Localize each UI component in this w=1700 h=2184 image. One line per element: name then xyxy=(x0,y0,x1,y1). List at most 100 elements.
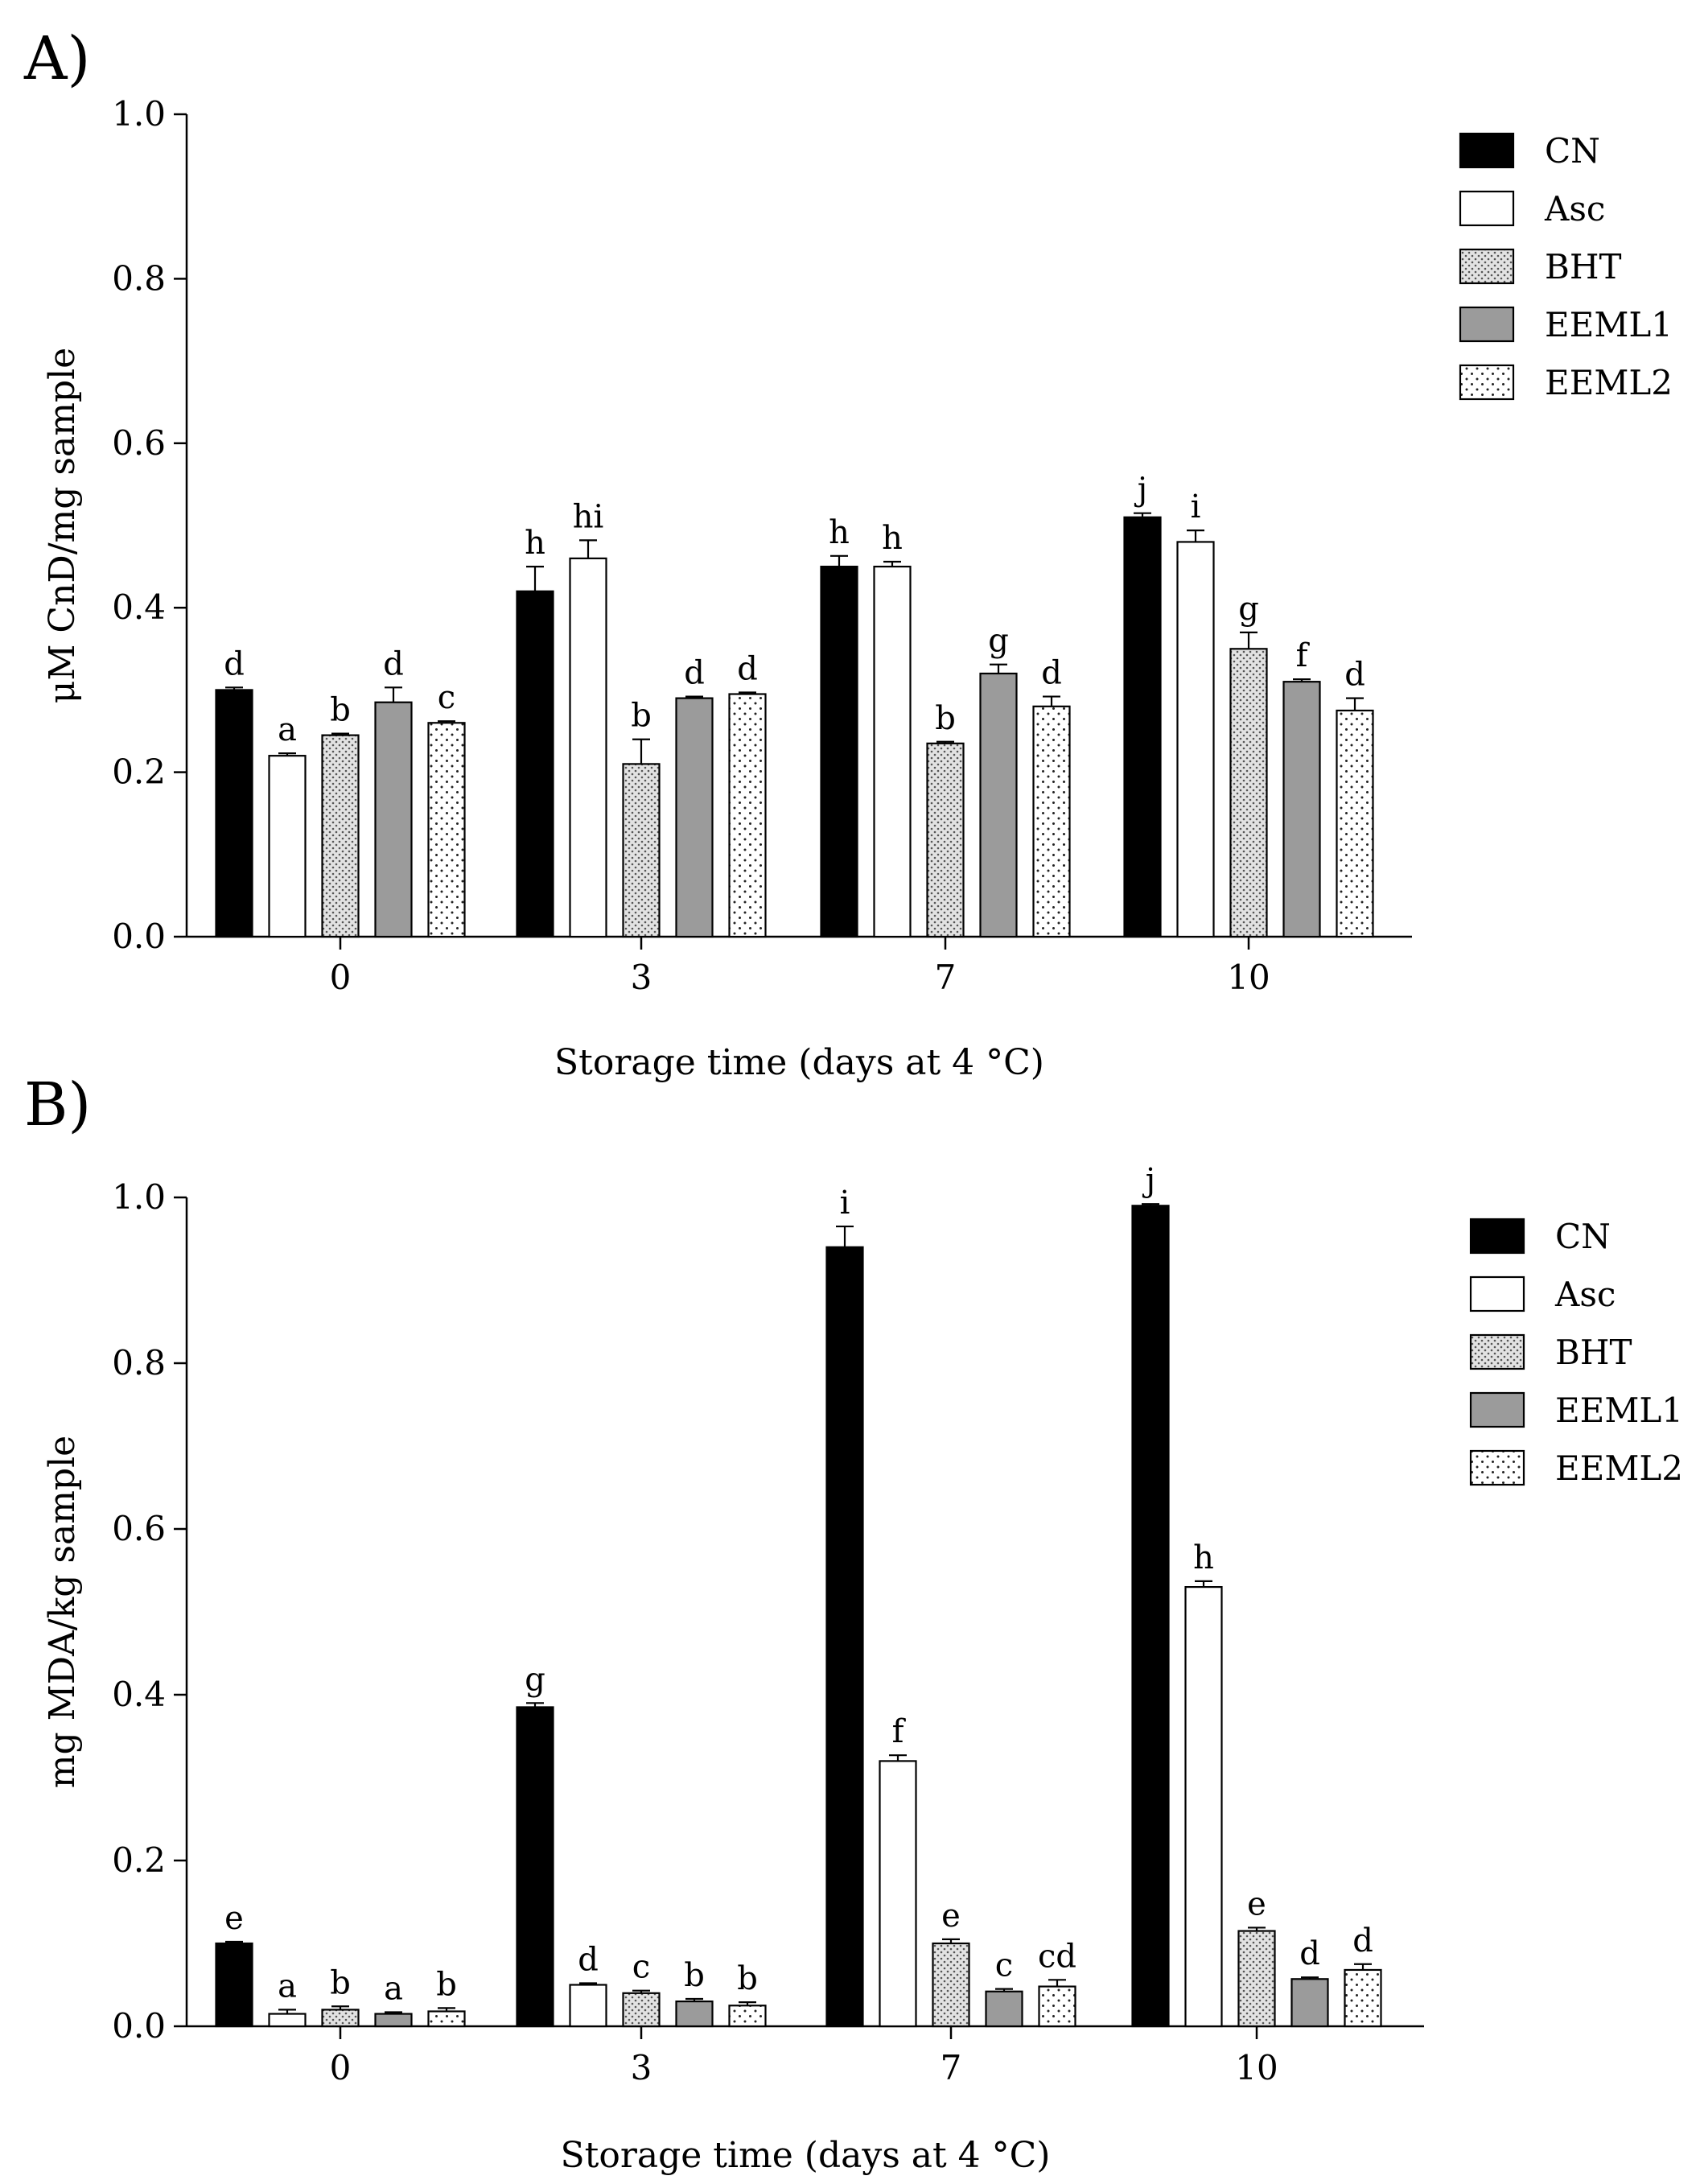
bar-bht xyxy=(321,734,360,938)
significance-label: g xyxy=(1238,591,1259,628)
x-axis-title: Storage time (days at 4 °C) xyxy=(561,2135,1051,2176)
y-tick-label: 0.0 xyxy=(112,2006,166,2046)
significance-label: c xyxy=(632,1949,650,1986)
significance-label: d xyxy=(1041,655,1062,692)
bar-eeml1 xyxy=(374,2013,413,2028)
bar-cn xyxy=(215,1942,253,2028)
bar-cn xyxy=(516,590,554,938)
significance-label: h xyxy=(829,514,850,551)
bar-asc xyxy=(1184,1585,1223,2028)
significance-label: d xyxy=(1299,1935,1320,1972)
significance-label: h xyxy=(525,525,545,562)
legend-swatch-eeml1 xyxy=(1469,1391,1525,1428)
legend: CN Asc BHT EEML1 EEML2 xyxy=(1459,131,1673,402)
y-axis-title: mg MDA/kg sample xyxy=(42,1436,83,1788)
legend-label: EEML2 xyxy=(1555,1448,1683,1488)
significance-label: e xyxy=(224,1900,244,1937)
legend-label: EEML1 xyxy=(1545,305,1673,344)
bar-bht xyxy=(1229,648,1268,938)
bar-eeml1 xyxy=(1282,681,1321,938)
significance-label: hi xyxy=(573,498,604,535)
bar-asc xyxy=(569,557,607,938)
significance-label: b xyxy=(935,700,956,737)
significance-label: b xyxy=(330,1964,351,2001)
bar-bht xyxy=(1237,1930,1276,2028)
legend-label: BHT xyxy=(1545,247,1622,286)
significance-label: d xyxy=(1344,657,1365,694)
bar-eeml2 xyxy=(427,2010,466,2028)
significance-label: j xyxy=(1134,472,1147,509)
legend-label: EEML1 xyxy=(1555,1391,1683,1430)
x-tick-label: 10 xyxy=(1227,958,1270,997)
legend-label: Asc xyxy=(1554,1275,1616,1314)
bar-asc xyxy=(873,565,912,938)
bar-asc xyxy=(268,2013,307,2028)
y-tick-label: 1.0 xyxy=(112,94,166,134)
bar-bht xyxy=(321,2009,360,2028)
x-tick-label: 3 xyxy=(631,958,652,997)
legend-label: CN xyxy=(1555,1217,1611,1256)
significance-label: d xyxy=(383,645,404,682)
y-tick-label: 0.8 xyxy=(112,1343,166,1383)
significance-label: e xyxy=(941,1898,961,1935)
significance-label: g xyxy=(525,1661,545,1698)
significance-label: b xyxy=(737,1960,758,1997)
bar-eeml1 xyxy=(675,2001,714,2028)
significance-label: d xyxy=(578,1941,599,1978)
significance-label: f xyxy=(892,1713,907,1750)
significance-label: d xyxy=(684,655,705,692)
y-tick-label: 0.4 xyxy=(112,587,166,627)
legend-swatch-cn xyxy=(1469,1218,1525,1255)
x-tick-label: 7 xyxy=(935,958,957,997)
significance-label: g xyxy=(988,623,1009,660)
bar-cn xyxy=(1123,516,1162,938)
x-tick-label: 3 xyxy=(631,2048,652,2087)
bar-eeml1 xyxy=(675,697,714,938)
bar-eeml1 xyxy=(985,1990,1023,2028)
bar-bht xyxy=(926,742,965,938)
bar-cn xyxy=(825,1246,864,2028)
legend-swatch-eeml2 xyxy=(1469,1449,1525,1486)
y-tick-label: 0.2 xyxy=(112,1840,166,1880)
significance-label: j xyxy=(1142,1162,1155,1199)
x-tick-label: 10 xyxy=(1235,2048,1278,2087)
bar-asc xyxy=(879,1760,917,2028)
bar-eeml2 xyxy=(1344,1968,1382,2028)
significance-label: h xyxy=(1193,1539,1214,1576)
bar-asc xyxy=(569,1984,607,2028)
significance-label: d xyxy=(737,650,758,687)
y-axis-title: μM CnD/mg sample xyxy=(42,348,83,703)
legend: CN Asc BHT EEML1 EEML2 xyxy=(1469,1217,1683,1488)
significance-label: c xyxy=(438,679,455,716)
bar-cn xyxy=(215,689,253,938)
significance-label: b xyxy=(684,1957,705,1994)
legend-swatch-bht xyxy=(1459,248,1515,285)
legend-label: CN xyxy=(1545,131,1600,171)
y-tick-label: 1.0 xyxy=(112,1177,166,1217)
significance-label: h xyxy=(882,520,903,557)
significance-label: b xyxy=(330,692,351,729)
legend-swatch-asc xyxy=(1459,190,1515,227)
bar-eeml1 xyxy=(374,701,413,938)
legend-swatch-cn xyxy=(1459,132,1515,169)
legend-label: BHT xyxy=(1555,1333,1632,1372)
bar-eeml1 xyxy=(979,672,1018,938)
y-tick-label: 0.4 xyxy=(112,1675,166,1714)
legend-swatch-asc xyxy=(1469,1275,1525,1312)
bar-eeml2 xyxy=(728,693,767,938)
y-tick-label: 0.6 xyxy=(112,423,166,463)
legend-label: EEML2 xyxy=(1545,363,1673,402)
panel-label: B) xyxy=(24,1070,91,1139)
bar-bht xyxy=(622,763,661,938)
bar-cn xyxy=(516,1706,554,2028)
bar-eeml2 xyxy=(728,2005,767,2028)
bar-asc xyxy=(268,755,307,938)
bar-asc xyxy=(1176,541,1215,938)
panel-label: A) xyxy=(23,24,90,93)
significance-label: b xyxy=(631,698,652,735)
legend-label: Asc xyxy=(1544,189,1605,229)
legend-swatch-bht xyxy=(1469,1333,1525,1370)
legend-swatch-eeml1 xyxy=(1459,306,1515,343)
